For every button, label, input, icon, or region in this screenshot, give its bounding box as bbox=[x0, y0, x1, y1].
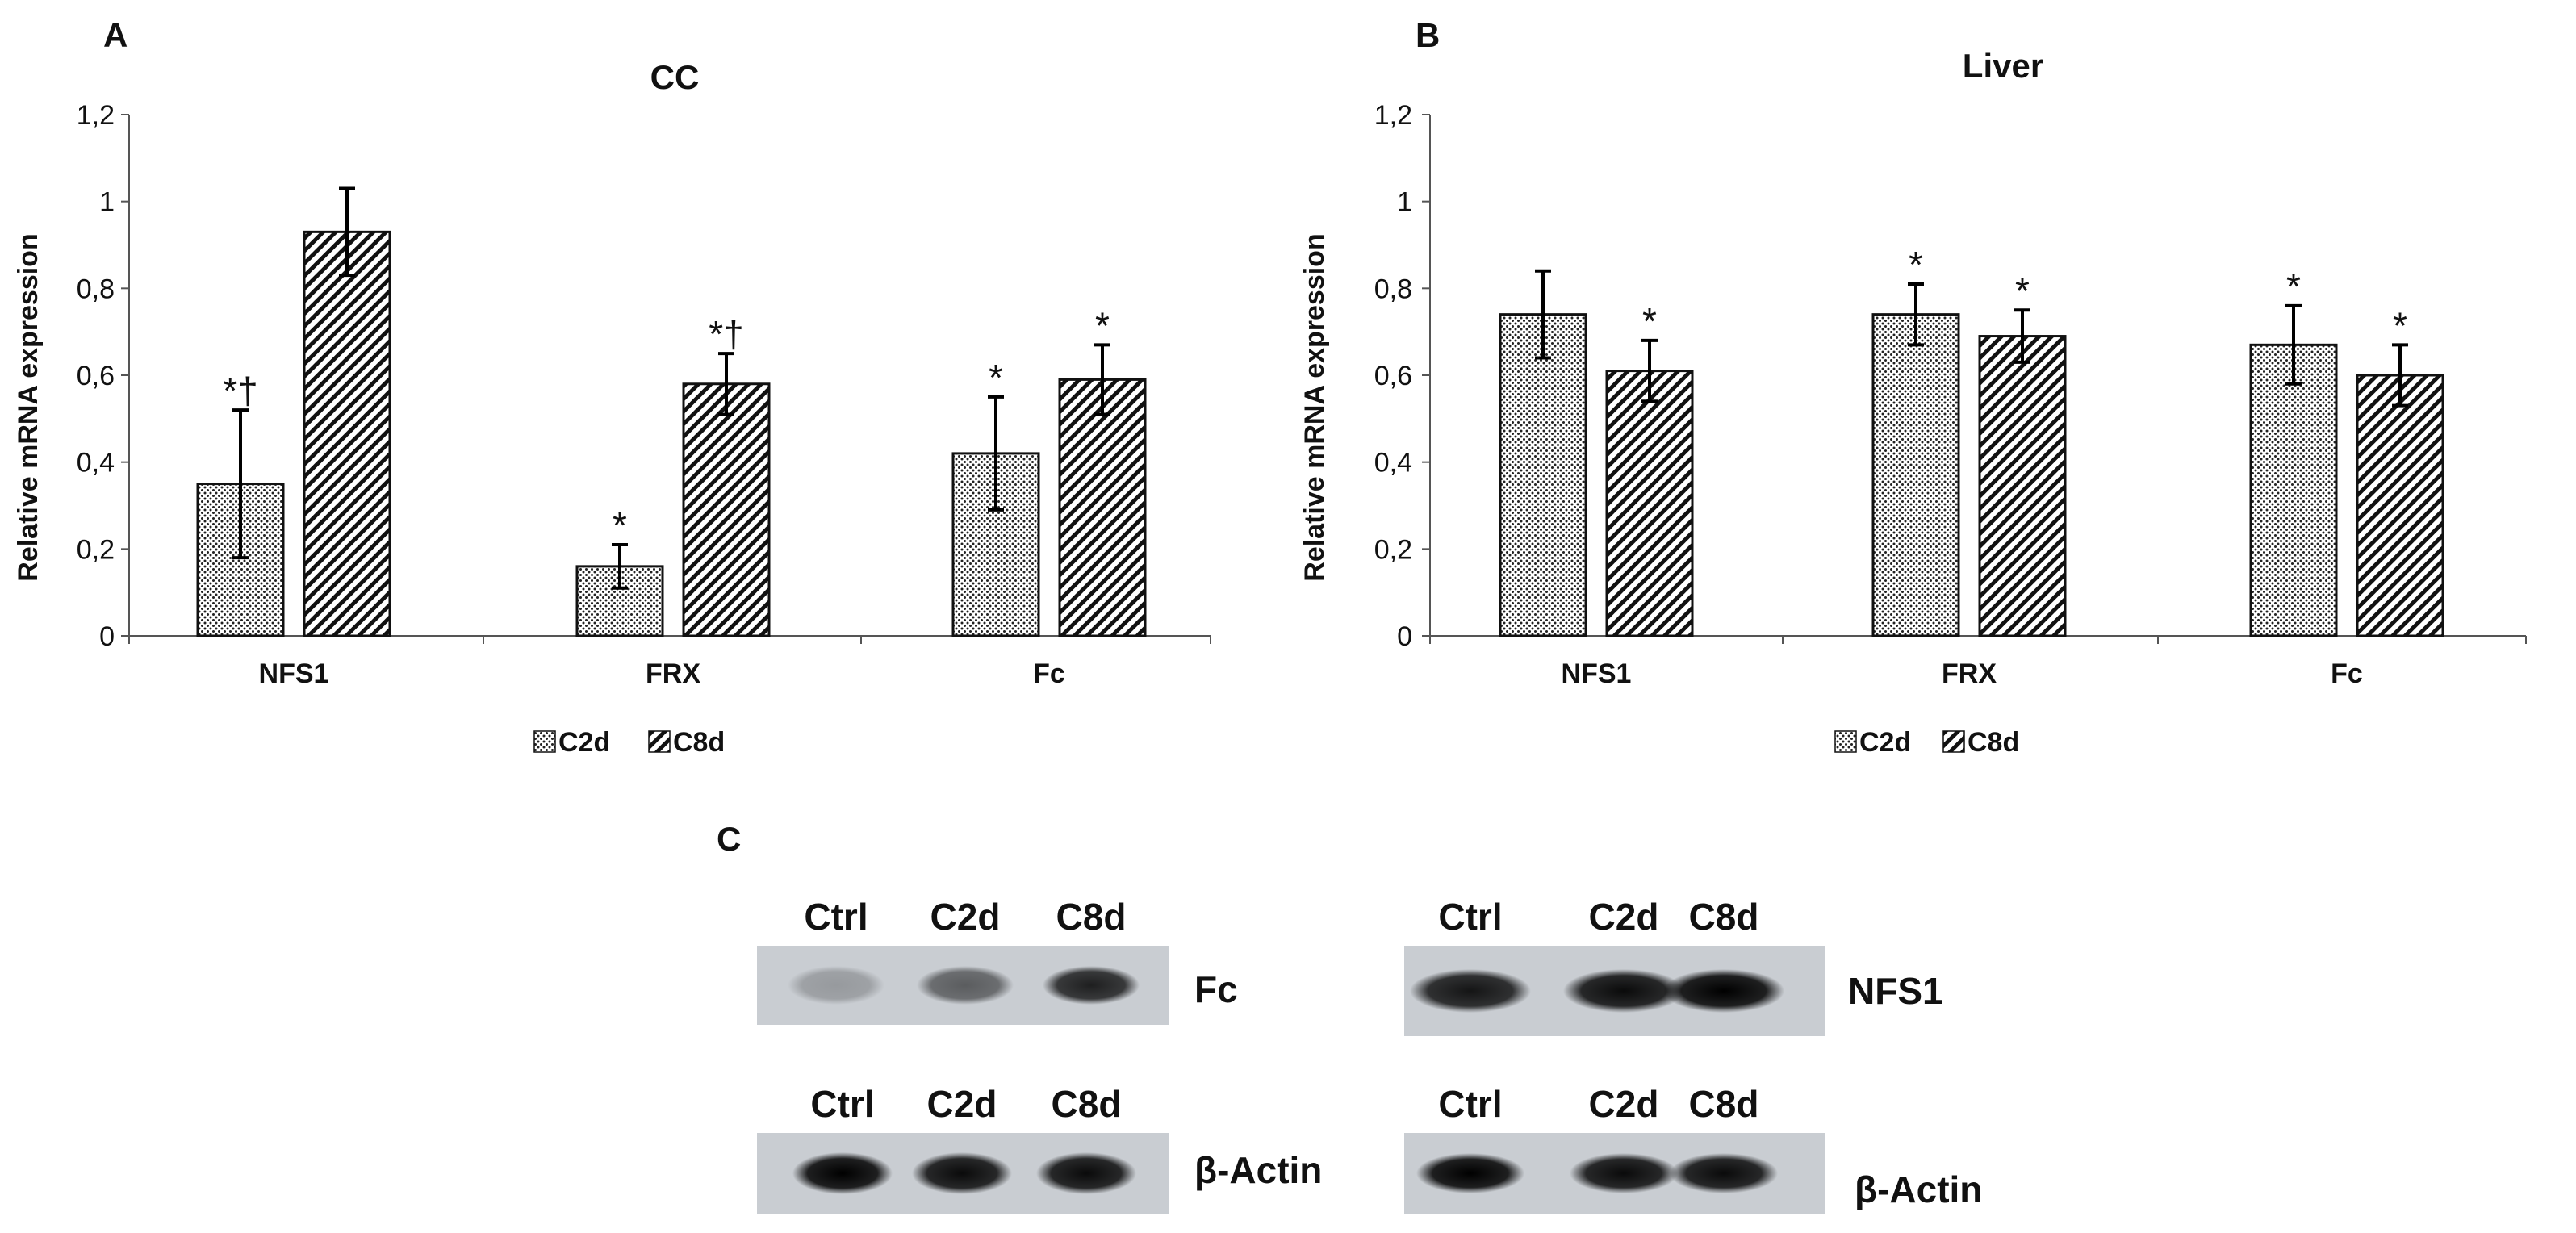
y-tick-label: 0,4 bbox=[77, 448, 115, 479]
legend-label-c8d: C8d bbox=[673, 727, 725, 758]
significance-marker: * bbox=[2393, 304, 2407, 346]
blot-protein-label: β-Actin bbox=[1194, 1149, 1322, 1191]
lane-label: C8d bbox=[1056, 896, 1127, 938]
y-tick-label: 0,8 bbox=[1374, 274, 1412, 304]
y-tick-label: 1 bbox=[1397, 187, 1412, 218]
y-tick-label: 1,2 bbox=[1374, 100, 1412, 131]
bar-c2d bbox=[2249, 343, 2338, 637]
fc-blot: Ctrl C2d C8d Fc bbox=[757, 896, 1238, 1025]
blot-protein-label: β-Actin bbox=[1855, 1168, 1982, 1210]
nfs1-actin-blot: Ctrl C2d C8d β-Actin bbox=[1404, 1083, 1982, 1214]
blot-band bbox=[1410, 969, 1531, 1013]
chart-a-categories: NFS1 FRX Fc bbox=[259, 658, 1065, 689]
blot-band bbox=[788, 966, 884, 1005]
bar-c2d bbox=[1871, 313, 1960, 637]
blot-protein-label: NFS1 bbox=[1848, 970, 1943, 1012]
lane-label: C8d bbox=[1689, 896, 1759, 938]
blot-band bbox=[1663, 969, 1784, 1013]
category-label: FRX bbox=[1942, 658, 1997, 689]
legend-swatch-c8d bbox=[1942, 730, 1965, 753]
western-blots: Ctrl C2d C8d Fc Ctrl C2d C8d β-Actin Ctrl C2d C8d N… bbox=[757, 896, 1982, 1214]
lane-label: C2d bbox=[1589, 1083, 1659, 1125]
significance-marker: * bbox=[1909, 244, 1923, 286]
blot-band bbox=[1043, 966, 1140, 1005]
bar-c8d bbox=[2356, 374, 2444, 637]
y-tick-label: 0,8 bbox=[77, 274, 115, 304]
category-label: Fc bbox=[1033, 658, 1065, 689]
bar-c8d bbox=[682, 382, 771, 637]
chart-b-ylabel: Relative mRNA expression bbox=[1299, 233, 1330, 581]
blot-band bbox=[792, 1152, 893, 1194]
bar-c2d bbox=[951, 452, 1040, 637]
y-tick-label: 0 bbox=[1397, 621, 1412, 652]
panel-letter-a: A bbox=[103, 16, 128, 54]
significance-marker: * bbox=[2286, 265, 2301, 307]
blot-band bbox=[1670, 1153, 1778, 1193]
legend-swatch-c8d bbox=[648, 730, 671, 753]
legend-label-c2d: C2d bbox=[1859, 727, 1911, 758]
significance-marker: *† bbox=[223, 370, 257, 412]
chart-b: B Liver Relative mRNA expression 0 0,2 0,4… bbox=[1299, 16, 2527, 758]
lane-label: Ctrl bbox=[804, 896, 868, 938]
significance-marker: * bbox=[613, 504, 627, 546]
nfs1-blot: Ctrl C2d C8d NFS1 bbox=[1404, 896, 1943, 1036]
legend-label-c8d: C8d bbox=[1968, 727, 2019, 758]
y-tick-label: 0 bbox=[99, 621, 115, 652]
blot-band bbox=[1570, 1153, 1678, 1193]
chart-a-bars: *† * *† * * bbox=[196, 186, 1147, 637]
lane-label: Ctrl bbox=[810, 1083, 874, 1125]
significance-marker: * bbox=[989, 357, 1003, 399]
bar-c8d bbox=[1058, 378, 1147, 637]
y-tick-label: 1,2 bbox=[77, 100, 115, 131]
chart-b-categories: NFS1 FRX Fc bbox=[1562, 658, 2363, 689]
chart-a-legend: C2d C8d bbox=[533, 727, 725, 758]
y-tick-label: 0,6 bbox=[1374, 361, 1412, 391]
lane-label: C8d bbox=[1689, 1083, 1759, 1125]
category-label: NFS1 bbox=[259, 658, 329, 689]
category-label: FRX bbox=[646, 658, 700, 689]
chart-a-ylabel: Relative mRNA expression bbox=[13, 233, 44, 581]
bar-c8d bbox=[1605, 370, 1694, 637]
blot-protein-label: Fc bbox=[1194, 968, 1238, 1010]
lane-label: C2d bbox=[930, 896, 1001, 938]
lane-label: C2d bbox=[927, 1083, 997, 1125]
category-label: NFS1 bbox=[1562, 658, 1632, 689]
fc-actin-blot: Ctrl C2d C8d β-Actin bbox=[757, 1083, 1322, 1214]
bar-c8d bbox=[303, 230, 391, 637]
lane-label: C2d bbox=[1589, 896, 1659, 938]
blot-band bbox=[912, 1152, 1012, 1194]
blot-band bbox=[917, 966, 1014, 1005]
significance-marker: * bbox=[2015, 270, 2030, 311]
y-tick-label: 0,2 bbox=[77, 534, 115, 565]
chart-b-bars: * * * * * bbox=[1499, 244, 2444, 637]
chart-a: A CC Relative mRNA expression 0 0,2 0,4 0,6… bbox=[13, 16, 1211, 758]
y-tick-label: 1 bbox=[99, 187, 115, 218]
category-label: Fc bbox=[2331, 658, 2363, 689]
legend-swatch-c2d bbox=[533, 730, 556, 753]
significance-marker: * bbox=[1642, 300, 1657, 342]
legend-swatch-c2d bbox=[1834, 730, 1857, 753]
blot-band bbox=[1563, 969, 1684, 1013]
significance-marker: *† bbox=[709, 313, 743, 355]
lane-label: Ctrl bbox=[1438, 1083, 1502, 1125]
panel-letter-c: C bbox=[717, 820, 741, 858]
lane-label: C8d bbox=[1052, 1083, 1122, 1125]
chart-a-title: CC bbox=[650, 58, 700, 96]
chart-b-title: Liver bbox=[1963, 47, 2043, 85]
bar-c8d bbox=[1978, 335, 2067, 637]
legend-label-c2d: C2d bbox=[558, 727, 610, 758]
blot-band bbox=[1036, 1152, 1136, 1194]
chart-b-legend: C2d C8d bbox=[1834, 727, 2019, 758]
bar-c2d bbox=[1499, 313, 1587, 637]
lane-label: Ctrl bbox=[1438, 896, 1502, 938]
y-tick-label: 0,4 bbox=[1374, 448, 1412, 479]
blot-band bbox=[1416, 1153, 1524, 1193]
y-tick-label: 0,6 bbox=[77, 361, 115, 391]
y-tick-label: 0,2 bbox=[1374, 534, 1412, 565]
significance-marker: * bbox=[1095, 304, 1110, 346]
panel-letter-b: B bbox=[1416, 16, 1440, 54]
